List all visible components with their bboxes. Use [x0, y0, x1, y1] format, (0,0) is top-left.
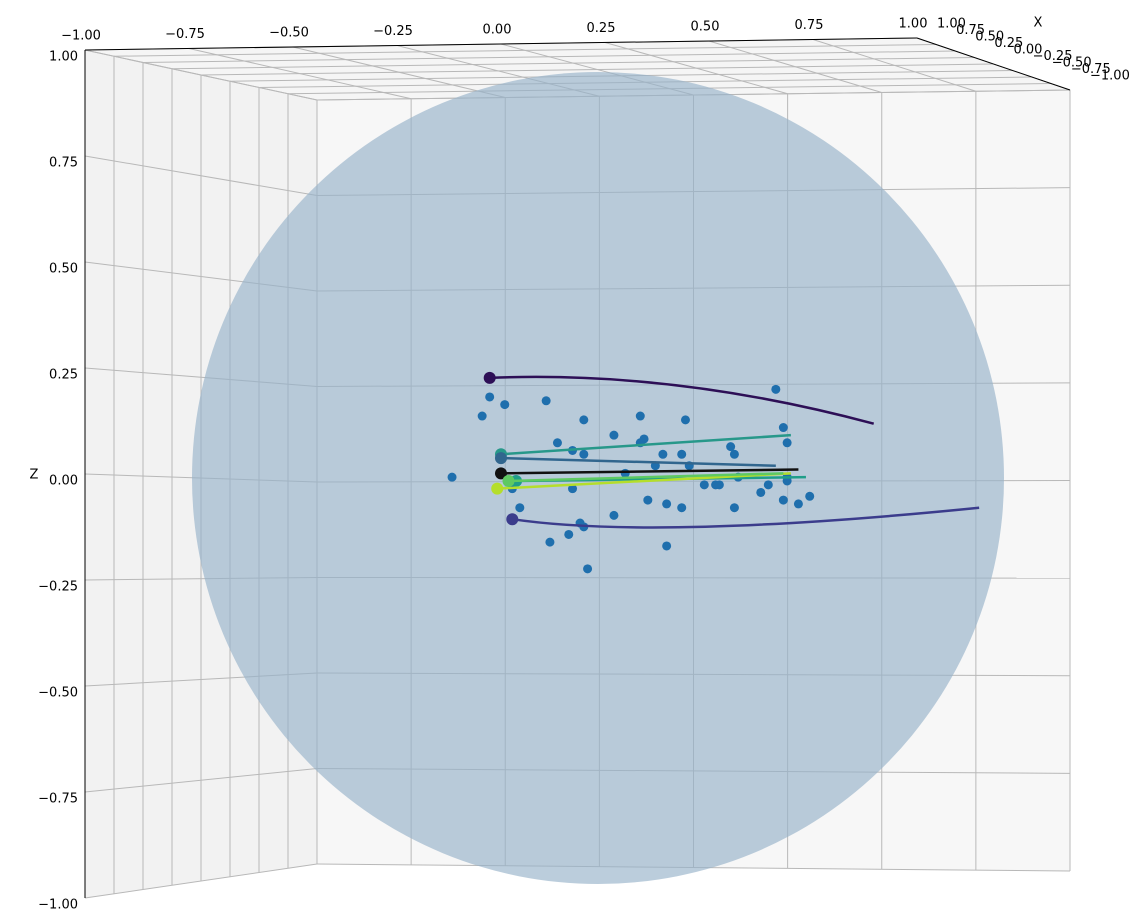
trajectory: [500, 433, 791, 456]
scatter-point: [643, 495, 653, 505]
scatter-point: [763, 480, 773, 490]
z-tick-label: 0.25: [49, 368, 78, 383]
scatter-point: [662, 541, 672, 551]
trajectory: [512, 506, 980, 529]
y-axis-line: [84, 37, 918, 51]
scatter-point: [609, 510, 619, 520]
x-tick-label: −0.50: [1052, 56, 1092, 71]
scatter-point: [729, 449, 739, 459]
scatter-point: [771, 384, 781, 394]
scatter-point: [729, 503, 739, 513]
scatter-point: [568, 484, 578, 494]
trajectory: [497, 472, 791, 490]
scatter-point: [782, 476, 792, 486]
x-tick-label: 0.25: [994, 36, 1023, 51]
y-tick-label: −0.25: [373, 24, 413, 39]
marks: [447, 371, 980, 574]
trajectory-start: [491, 482, 504, 495]
trajectory-start: [494, 452, 507, 465]
x-tick-label: 0.50: [975, 30, 1004, 45]
scatter-point: [500, 400, 510, 410]
z-tick-label: −1.00: [38, 898, 78, 913]
scatter-point: [680, 415, 690, 425]
trajectory: [500, 456, 776, 467]
scatter-point: [609, 430, 619, 440]
scatter-point: [726, 442, 736, 452]
x-axis-line: [916, 37, 1071, 91]
scatter-point: [485, 392, 495, 402]
scatter-point: [756, 487, 766, 497]
y-tick-label: 0.00: [483, 23, 512, 38]
x-axis-label: X: [1034, 16, 1043, 31]
y-tick-label: 0.25: [587, 21, 616, 36]
scatter-point: [677, 449, 687, 459]
scatter-point: [545, 537, 555, 547]
scatter-point: [583, 564, 593, 574]
trajectory-start: [502, 475, 515, 487]
y-tick-label: −0.75: [165, 27, 205, 42]
scatter-point: [677, 503, 687, 513]
scatter-point: [658, 449, 668, 459]
scatter-point: [477, 411, 487, 421]
scatter-point: [793, 499, 803, 509]
z-tick-label: 0.75: [49, 156, 78, 171]
z-tick-label: 0.00: [49, 474, 78, 489]
x-tick-label: 1.00: [937, 17, 966, 32]
y-tick-label: 1.00: [899, 17, 928, 32]
scatter-point: [552, 438, 562, 448]
z-tick-label: 1.00: [49, 50, 78, 65]
x-tick-label: −0.25: [1033, 49, 1073, 64]
trajectory-start: [483, 371, 496, 384]
x-tick-label: 0.00: [1014, 43, 1043, 58]
z-tick-label: 0.50: [49, 262, 78, 277]
z-tick-label: −0.50: [38, 686, 78, 701]
scatter-point: [564, 529, 574, 539]
scatter-point: [447, 472, 457, 482]
scatter-point: [778, 423, 788, 433]
trajectory: [508, 472, 784, 483]
y-tick-label: 0.50: [691, 20, 720, 35]
x-tick-label: −0.75: [1071, 62, 1111, 77]
x-tick-label: −1.00: [1090, 69, 1129, 84]
trajectory: [500, 468, 799, 475]
scatter-point: [541, 396, 551, 406]
x-tick-label: 0.75: [956, 23, 985, 38]
grid-line: [171, 57, 975, 70]
y-tick-label: −1.00: [61, 29, 101, 44]
scatter-point: [782, 438, 792, 448]
scatter-point: [635, 411, 645, 421]
trajectory-start: [506, 513, 519, 526]
grid-line: [200, 63, 994, 76]
z-tick-label: −0.25: [38, 580, 78, 595]
scatter-point: [515, 503, 525, 513]
grid-line: [142, 50, 956, 63]
z-axis-label: Z: [30, 468, 39, 483]
scatter-point: [714, 480, 724, 490]
scatter-point: [579, 415, 589, 425]
y-tick-label: 0.75: [795, 18, 824, 33]
scatter-point: [805, 491, 815, 501]
grid-line: [113, 44, 937, 57]
scatter-point: [699, 480, 709, 490]
trajectory-start: [494, 467, 507, 480]
scatter-point: [662, 499, 672, 509]
trajectory: [489, 375, 875, 425]
y-tick-label: −0.50: [269, 26, 309, 41]
scatter-point: [579, 449, 589, 459]
scatter-point: [778, 495, 788, 505]
z-tick-label: −0.75: [38, 792, 78, 807]
